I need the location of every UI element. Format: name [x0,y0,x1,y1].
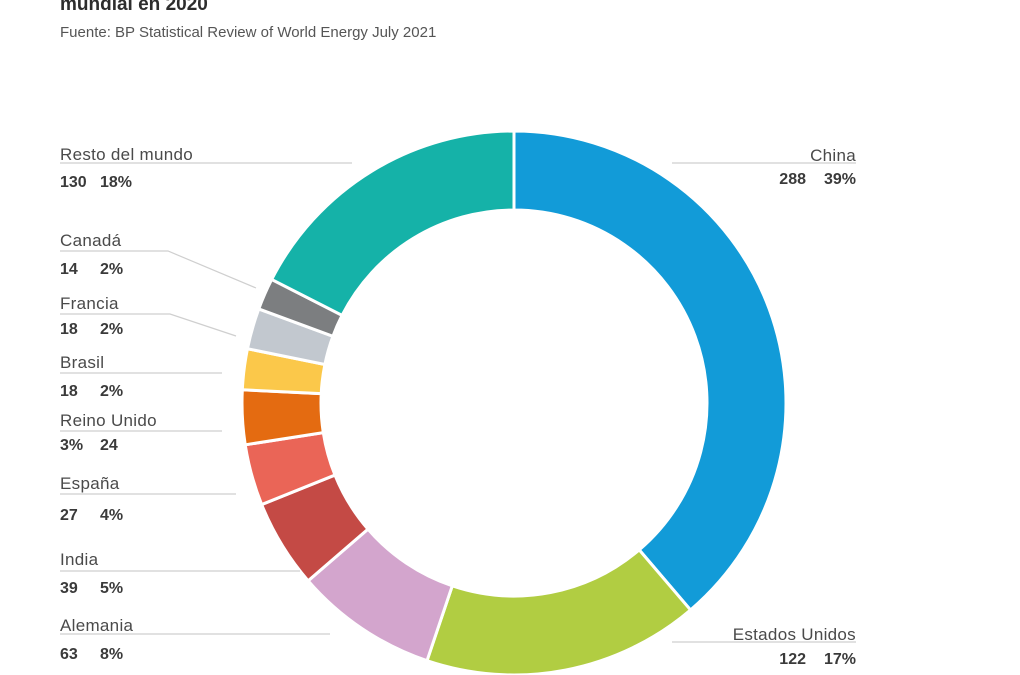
slice-labels: China 39% 288 Estados Unidos 17% 122 Alemania 6… [60,145,856,668]
label-alemania: Alemania [60,616,134,635]
slice-resto-del-mundo [269,129,516,318]
leader-line-canada [60,250,257,289]
value-espana: 27 [60,507,78,524]
label-india: India [60,550,99,569]
percent-india: 5% [100,580,123,597]
label-canada: Canadá [60,231,122,250]
chart-source: Fuente: BP Statistical Review of World E… [60,24,437,41]
value-india: 39 [60,580,78,597]
percent-estados-unidos: 17% [824,651,856,668]
label-reino-unido: Reino Unido [60,411,157,430]
chart-title: mundial en 2020 [60,0,208,15]
value-china: 288 [779,171,806,188]
slice-china [512,129,788,613]
percent-alemania: 8% [100,646,123,663]
percent-espana: 4% [100,507,123,524]
percent-china: 39% [824,171,856,188]
leader-line-francia [60,313,237,337]
donut-slices [240,129,788,675]
percent-resto-del-mundo: 18% [100,174,132,191]
value-brasil: 18 [60,383,78,400]
value-reino-unido: 24 [100,437,118,454]
percent-francia: 2% [100,321,123,338]
value-alemania: 63 [60,646,78,663]
value-canada: 14 [60,261,78,278]
label-francia: Francia [60,294,119,313]
label-espana: España [60,474,120,493]
percent-reino-unido: 3% [60,437,83,454]
slice-estados-unidos [425,547,693,675]
label-estados-unidos: Estados Unidos [733,625,856,644]
label-brasil: Brasil [60,353,104,372]
label-resto-del-mundo: Resto del mundo [60,145,193,164]
percent-brasil: 2% [100,383,123,400]
value-resto-del-mundo: 130 [60,174,87,191]
percent-canada: 2% [100,261,123,278]
value-estados-unidos: 122 [779,651,806,668]
label-china: China [810,146,856,165]
leader-lines [60,162,856,643]
value-francia: 18 [60,321,78,338]
